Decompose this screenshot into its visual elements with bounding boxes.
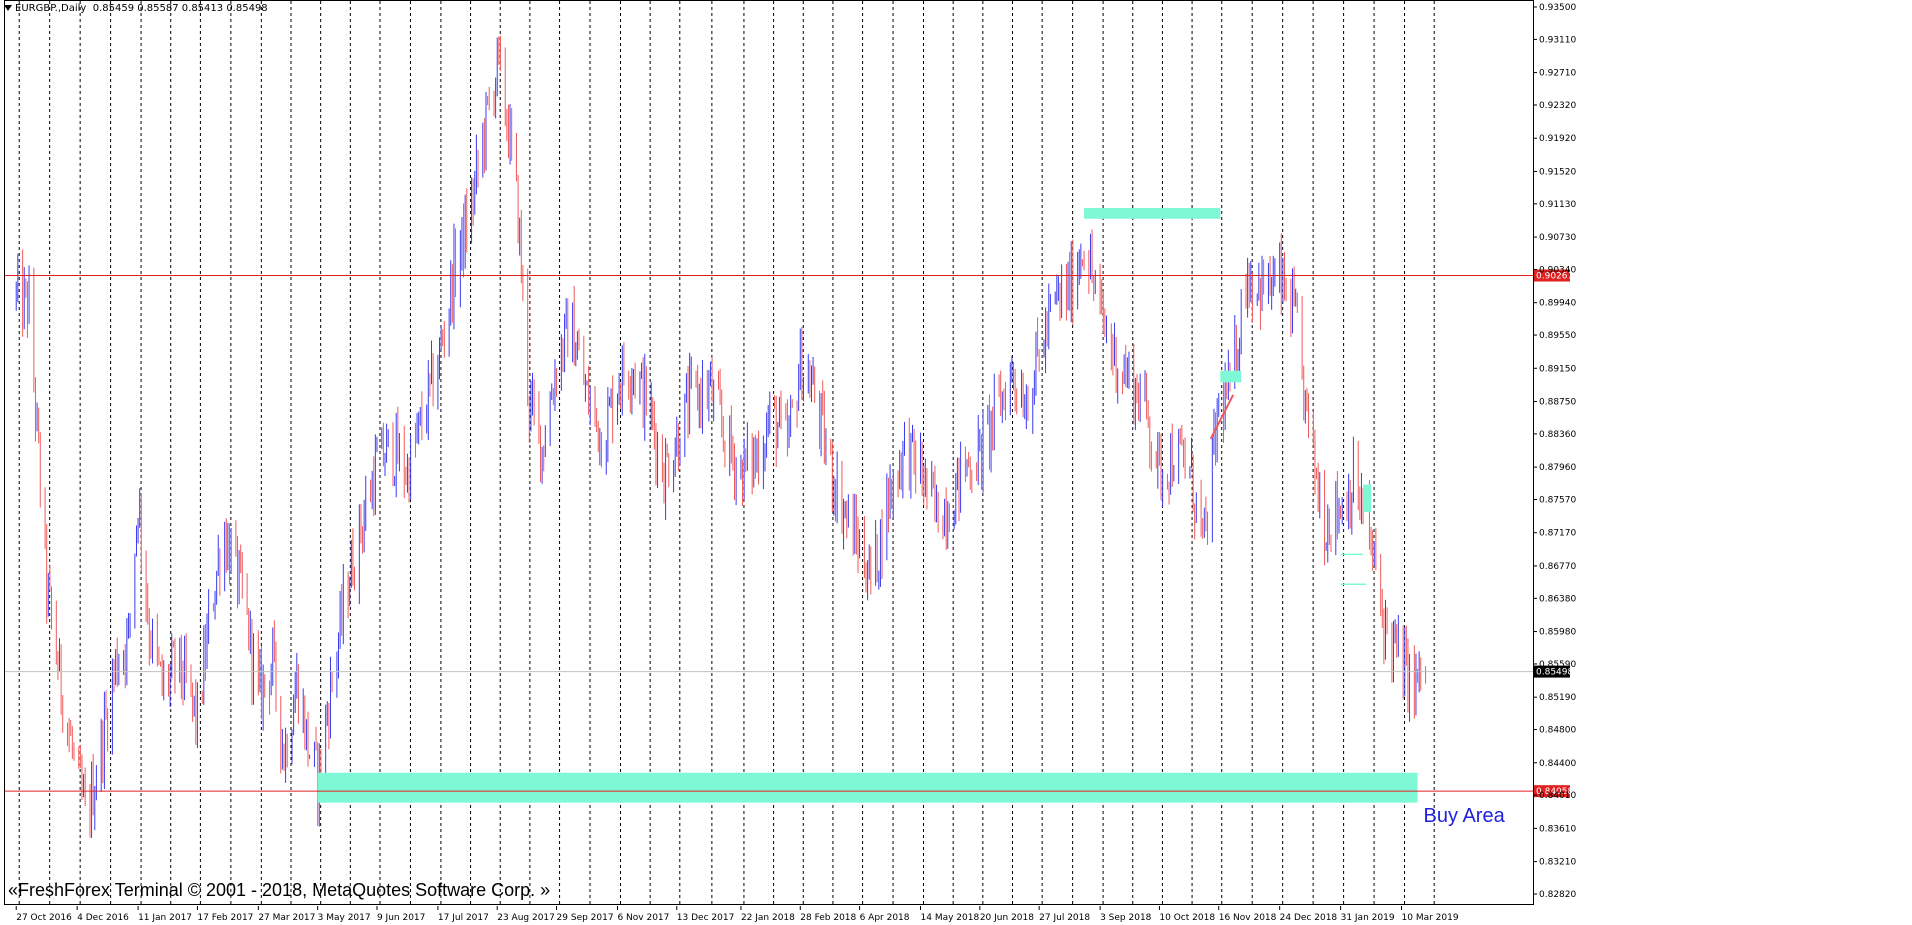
price-tick-label: 0.89150 <box>1539 364 1576 374</box>
timeframe-label: Daily <box>61 3 87 14</box>
time-tick-label: 6 Nov 2017 <box>617 913 669 923</box>
small-zone-feb-2019 <box>1363 484 1372 512</box>
price-tick-label: 0.89550 <box>1539 331 1576 341</box>
level-price-tag <box>1534 785 1570 798</box>
time-tick-label: 10 Mar 2019 <box>1402 913 1459 923</box>
price-tick-label: 0.88750 <box>1539 397 1576 407</box>
time-tick-label: 10 Oct 2018 <box>1159 913 1215 923</box>
time-tick-label: 24 Dec 2018 <box>1280 913 1338 923</box>
price-tick-label: 0.92710 <box>1539 69 1576 79</box>
time-tick-label: 29 Sep 2017 <box>557 913 614 923</box>
price-tick-label: 0.84400 <box>1539 759 1576 769</box>
price-tick-label: 0.86380 <box>1539 594 1576 604</box>
price-tick-label: 0.84010 <box>1539 791 1576 801</box>
price-tick-label: 0.91520 <box>1539 167 1576 177</box>
price-tick-label: 0.84800 <box>1539 726 1576 736</box>
price-tick-label: 0.92320 <box>1539 101 1576 111</box>
price-tick-label: 0.87570 <box>1539 496 1576 506</box>
collapse-triangle-icon[interactable] <box>4 5 12 11</box>
price-tick-label: 0.93500 <box>1539 3 1576 13</box>
top-resistance-zone <box>1084 207 1221 219</box>
price-tick-label: 0.90730 <box>1539 233 1576 243</box>
small-zone-nov-2018 <box>1220 370 1242 383</box>
time-tick-label: 3 May 2017 <box>318 913 371 923</box>
level-price-label: 0.84058 <box>1536 787 1573 797</box>
price-tick-label: 0.85190 <box>1539 693 1576 703</box>
time-tick-label: 27 Mar 2017 <box>258 913 315 923</box>
red-trend-segment <box>1209 394 1235 440</box>
time-tick-label: 22 Jan 2018 <box>741 913 795 923</box>
chart-header: EURGBP.,Daily 0.85459 0.85587 0.85413 0.… <box>4 3 268 14</box>
time-tick-label: 27 Oct 2016 <box>16 913 72 923</box>
candles-layer <box>15 35 1427 838</box>
time-tick-label: 31 Jan 2019 <box>1341 913 1395 923</box>
price-tick-label: 0.88360 <box>1539 430 1576 440</box>
price-tick-label: 0.83210 <box>1539 858 1576 868</box>
price-tick-label: 0.90340 <box>1539 265 1576 275</box>
time-tick-label: 28 Feb 2018 <box>800 913 856 923</box>
price-tick-label: 0.83610 <box>1539 824 1576 834</box>
levels-layer: 0.90267 0.84058 0.85498 <box>5 269 1573 798</box>
price-tick-label: 0.85590 <box>1539 660 1576 670</box>
buy-area-label: Buy Area <box>1423 804 1505 827</box>
price-tick-label: 0.86770 <box>1539 562 1576 572</box>
time-axis: 27 Oct 2016 4 Dec 2016 11 Jan 2017 17 Feb 2… <box>15 906 1459 923</box>
time-tick-label: 20 Jun 2018 <box>980 913 1034 923</box>
time-tick-label: 16 Nov 2018 <box>1219 913 1277 923</box>
time-tick-label: 6 Apr 2018 <box>860 913 910 923</box>
price-tick-label: 0.82820 <box>1539 890 1576 900</box>
chart-frame <box>4 0 1534 905</box>
price-tick-label: 0.91130 <box>1539 200 1576 210</box>
level-price-label: 0.90267 <box>1536 272 1573 282</box>
time-tick-label: 3 Sep 2018 <box>1100 913 1152 923</box>
current-price-tag <box>1534 665 1570 678</box>
current-price-label: 0.85498 <box>1536 668 1573 678</box>
time-tick-label: 14 May 2018 <box>921 913 980 923</box>
level-price-tag <box>1534 269 1570 282</box>
price-tick-label: 0.87960 <box>1539 463 1576 473</box>
symbol-name: EURGBP. <box>15 3 58 14</box>
vertical-grid <box>18 1 1435 904</box>
copyright-text: «FreshForex Terminal © 2001 - 2018, Meta… <box>8 880 551 900</box>
buy-area-zone <box>317 772 1418 803</box>
price-tick-label: 0.93110 <box>1539 35 1576 45</box>
price-axis: 0.93500 0.93110 0.92710 0.92320 0.91920 0.915… <box>1533 3 1576 900</box>
price-tick-label: 0.85980 <box>1539 628 1576 638</box>
time-tick-label: 4 Dec 2016 <box>77 913 129 923</box>
time-tick-label: 17 Jul 2017 <box>438 913 489 923</box>
time-tick-label: 13 Dec 2017 <box>677 913 735 923</box>
ohlc-values: 0.85459 0.85587 0.85413 0.85498 <box>92 3 268 14</box>
price-tick-label: 0.87170 <box>1539 529 1576 539</box>
time-tick-label: 11 Jan 2017 <box>138 913 192 923</box>
time-tick-label: 9 Jun 2017 <box>377 913 425 923</box>
zones-layer <box>317 207 1418 803</box>
time-tick-label: 27 Jul 2018 <box>1039 913 1090 923</box>
price-tick-label: 0.91920 <box>1539 134 1576 144</box>
time-tick-label: 23 Aug 2017 <box>497 913 555 923</box>
time-tick-label: 17 Feb 2017 <box>197 913 253 923</box>
price-tick-label: 0.89940 <box>1539 299 1576 309</box>
